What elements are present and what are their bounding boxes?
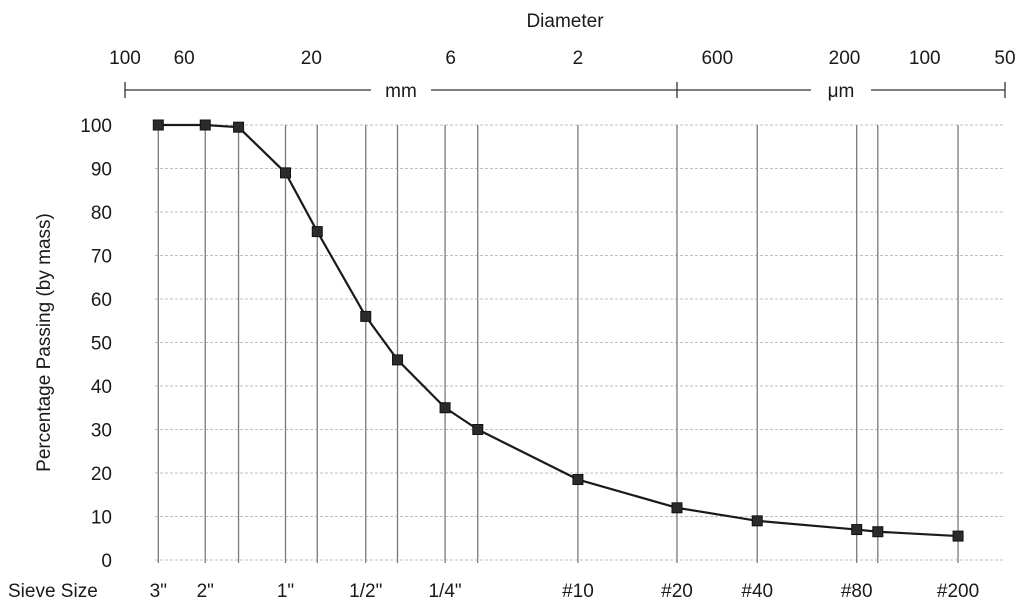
y-tick-label: 0 (101, 551, 112, 572)
sieve-label: 1/4" (428, 581, 461, 602)
sieve-label: #200 (937, 581, 979, 602)
sieve-label: 1/2" (349, 581, 382, 602)
y-tick-label: 60 (91, 290, 112, 311)
y-tick-label: 50 (91, 334, 112, 355)
data-point-marker (311, 226, 323, 238)
y-tick-label: 100 (80, 116, 112, 137)
sieve-label: #10 (562, 581, 594, 602)
data-point-marker (360, 310, 372, 322)
y-tick-label: 20 (91, 464, 112, 485)
y-tick-label: 10 (91, 508, 112, 529)
data-point-marker (872, 526, 884, 538)
data-point-marker (751, 515, 763, 527)
top-tick-label: 2 (573, 48, 584, 69)
horizontal-gridlines (155, 124, 1005, 561)
top-tick-label: 50 (994, 48, 1015, 69)
data-point-marker (152, 119, 164, 131)
gradation-curve (158, 123, 959, 538)
sieve-axis-title: Sieve Size (8, 581, 98, 602)
top-tick-label: 6 (445, 48, 456, 69)
y-tick-label: 40 (91, 377, 112, 398)
data-point-marker (233, 121, 245, 133)
sieve-label: 3" (150, 581, 167, 602)
sieve-label: #80 (841, 581, 873, 602)
top-axis-unit-label: μm (828, 81, 855, 102)
y-tick-label: 70 (91, 247, 112, 268)
data-point-marker (392, 354, 404, 366)
y-tick-label: 90 (91, 160, 112, 181)
sieve-label: 2" (197, 581, 214, 602)
sieve-gridlines (157, 125, 959, 563)
top-tick-label: 60 (174, 48, 195, 69)
data-point-marker (952, 530, 964, 542)
sieve-label: #40 (741, 581, 773, 602)
data-point-marker (851, 524, 863, 536)
sieve-label: 1" (277, 581, 294, 602)
data-point-marker (199, 119, 211, 131)
y-tick-label: 80 (91, 203, 112, 224)
top-tick-label: 20 (301, 48, 322, 69)
top-axis-unit-label: mm (385, 81, 417, 102)
top-axis-title: Diameter (526, 11, 604, 32)
top-tick-label: 100 (909, 48, 941, 69)
top-tick-label: 600 (701, 48, 733, 69)
data-point-marker (572, 474, 584, 486)
data-point-marker (279, 167, 291, 179)
sieve-label: #20 (661, 581, 693, 602)
top-tick-label: 200 (829, 48, 861, 69)
data-point-marker (671, 502, 683, 514)
data-point-marker (439, 402, 451, 414)
top-tick-label: 100 (109, 48, 141, 69)
y-tick-label: 30 (91, 421, 112, 442)
y-axis-title: Percentage Passing (by mass) (34, 213, 55, 472)
data-point-marker (472, 424, 484, 435)
